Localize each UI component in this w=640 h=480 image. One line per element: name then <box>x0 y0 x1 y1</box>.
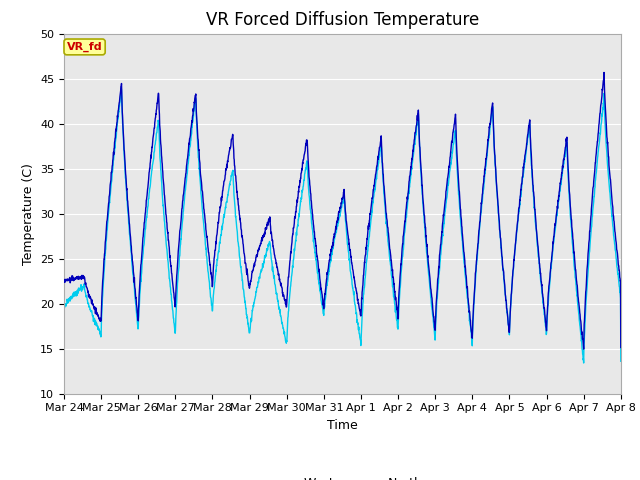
Y-axis label: Temperature (C): Temperature (C) <box>22 163 35 264</box>
X-axis label: Time: Time <box>327 419 358 432</box>
Title: VR Forced Diffusion Temperature: VR Forced Diffusion Temperature <box>206 11 479 29</box>
Legend: West, North: West, North <box>257 472 428 480</box>
Text: VR_fd: VR_fd <box>67 42 102 52</box>
